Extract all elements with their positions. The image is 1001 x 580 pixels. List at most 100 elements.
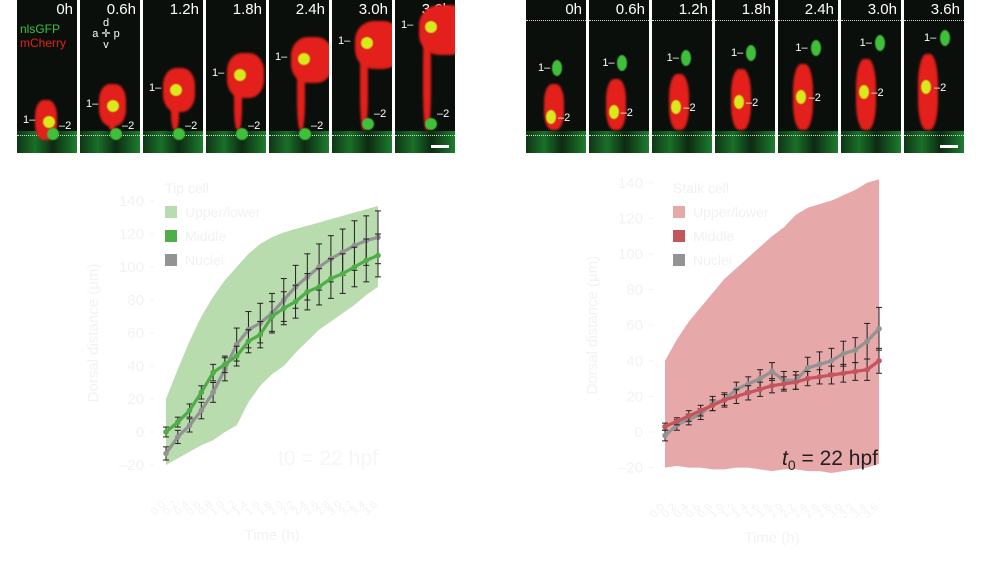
svg-text:–20: –20 [618,460,643,477]
upper-lower-band [665,179,879,473]
timelapse-panel: 0h 1– –2 [526,0,586,153]
cell-2-label: –2 [871,87,884,99]
legend-item-nuclei: Nuclei [673,248,768,272]
timelapse-panel: 2.4h 1– –2 [778,0,838,153]
cell-2-label: –2 [808,92,821,104]
svg-text:0: 0 [635,424,643,441]
legend-title: Stalk cell [673,180,730,196]
swatch-icon [165,254,177,266]
cell-2-label: –2 [59,120,72,132]
cell-2-label: –2 [746,97,759,109]
swatch-icon [673,254,685,266]
legend-item-middle: Middle [673,224,768,248]
cell-1-label: 1– [275,50,288,63]
timelapse-panel: 1.8h 1– –2 [206,0,266,153]
cell-1-label: 1– [924,32,937,44]
svg-text:20: 20 [626,388,643,405]
svg-text:100: 100 [618,246,643,263]
stalk-cell-timelapse-strip: 0h 1– –2 0.6h 1– –2 1.2h 1– –2 1.8h 1– –2 2.4h 1– –2 3.… [526,0,967,156]
cell-2-label: –2 [934,82,947,94]
svg-text:140: 140 [618,175,643,192]
svg-text:120: 120 [618,210,643,227]
time-label: 0.6h [106,1,136,18]
time-label: 2.4h [295,1,325,18]
svg-text:3.6: 3.6 [361,499,380,518]
time-label: 3.6h [930,1,960,18]
scale-bar [431,145,449,148]
timelapse-panel: 1.2h 1– –2 [652,0,712,153]
stalk-cell-plot: –20 0 20 40 60 80 100 120 140 Dorsal distance (µm… [584,175,882,547]
swatch-icon [165,230,177,242]
svg-text:60: 60 [127,325,144,342]
stalk-cell-chart: –20 0 20 40 60 80 100 120 140 Dorsal distance (µm… [500,160,1001,575]
legend-item-upper-lower: Upper/lower [673,200,768,224]
svg-text:40: 40 [127,358,144,375]
svg-text:Dorsal distance (µm): Dorsal distance (µm) [85,264,102,403]
swatch-icon [165,206,177,218]
time-label: 1.8h [232,1,262,18]
cell-1-label: 1– [86,98,99,111]
t0-annotation-faint: t0 = 22 hpf [278,447,378,470]
cell-1-label: 1– [538,62,551,74]
time-label: 3.0h [867,1,897,18]
timelapse-panel: 3.6h1––2 [395,0,455,153]
time-label: 1.8h [741,1,771,18]
cell-1-label: 1– [401,19,414,31]
mcherry-label: mCherry [20,36,67,50]
legend-title: Tip cell [165,180,209,196]
upper-lower-band [166,205,378,465]
svg-text:Time (h): Time (h) [244,527,299,544]
cell-1-label: 1– [666,52,679,64]
time-label: 0h [565,1,582,18]
swatch-icon [673,206,685,218]
cell-2-label: –2 [185,120,198,132]
timelapse-panel: 2.4h 1– –2 [269,0,329,153]
cell-2-label: –2 [620,107,633,119]
svg-text:80: 80 [127,292,144,309]
cell-1-label: 1– [23,114,36,126]
cell-1-label: 1– [149,82,162,95]
time-label: 2.4h [804,1,834,18]
stalk-cell-legend: Stalk cell Upper/lower Middle Nuclei [673,180,768,272]
legend-item-middle: Middle [165,224,260,248]
cell-1-label: 1– [602,57,615,69]
timelapse-panel: 3.0h 1– –2 [332,0,392,153]
cell-2-label: –2 [374,108,387,120]
nlsgfp-label: nlsGFP [20,22,61,36]
cell-2-label: –2 [311,120,324,132]
svg-text:120: 120 [119,226,144,243]
cell-2-label: –2 [683,102,696,114]
time-label: 0.6h [615,1,645,18]
svg-text:60: 60 [626,317,643,334]
cell-2-label: –2 [248,120,261,132]
svg-text:0: 0 [136,424,144,441]
tip-cell-chart: –20 0 20 40 60 80 100 120 140 Dorsal distance (µm… [0,160,500,575]
cell-1-label: 1– [859,37,872,49]
cell-2-label: –2 [437,108,450,120]
legend-item-nuclei: Nuclei [165,248,260,272]
cell-2-label: –2 [558,112,571,124]
timelapse-panel: 3.0h 1– –2 [841,0,901,153]
time-label: 1.2h [678,1,708,18]
swatch-icon [673,230,685,242]
cell-1-label: 1– [338,34,351,47]
time-label: 1.2h [169,1,199,18]
scale-bar [940,145,958,148]
timelapse-panel: 1.2h 1– –2 [143,0,203,153]
svg-text:Time (h): Time (h) [744,530,799,547]
cell-1-label: 1– [212,66,225,79]
svg-text:20: 20 [127,391,144,408]
timelapse-panel: 0.6h 1– –2 [589,0,649,153]
svg-text:100: 100 [119,259,144,276]
time-label: 3.0h [358,1,388,18]
tip-cell-timelapse-strip: 0h 1– –2 nlsGFP mCherry 0.6h 1– –2 d a ✛ p v 1.2h 1–… [17,0,458,156]
timelapse-panel: 3.6h 1– –2 [904,0,964,153]
t0-annotation: t0 = 22 hpf [782,447,878,474]
svg-text:3.6: 3.6 [862,501,881,520]
tip-cell-plot: –20 0 20 40 60 80 100 120 140 Dorsal distance (µm… [85,193,381,544]
svg-text:–20: –20 [119,457,144,474]
svg-text:80: 80 [626,282,643,299]
svg-text:Dorsal distance (µm): Dorsal distance (µm) [584,256,601,395]
